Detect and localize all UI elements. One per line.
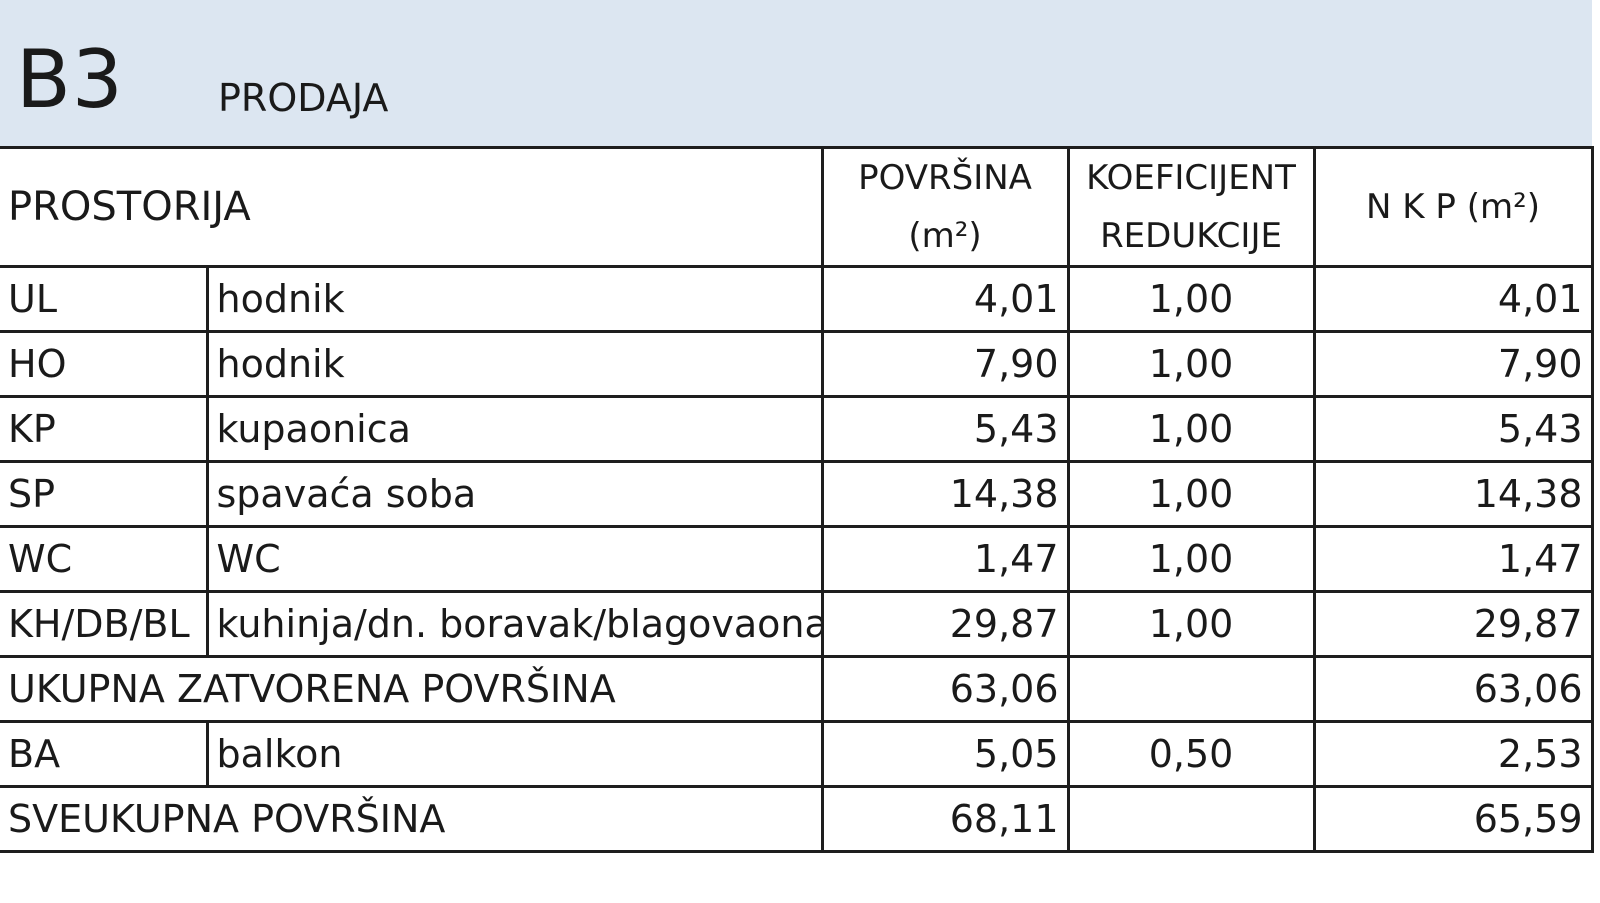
table-row: SP spavaća soba 14,38 1,00 14,38 (0, 460, 1594, 528)
room-nkp: 4,01 (1312, 265, 1594, 333)
room-nkp: 5,43 (1312, 395, 1594, 463)
table-row: UL hodnik 4,01 1,00 4,01 (0, 265, 1594, 333)
room-name: kuhinja/dn. boravak/blagovaona (205, 590, 824, 658)
room-coefficient: 1,00 (1066, 590, 1316, 658)
header-coefficient: KOEFICIJENT REDUKCIJE (1066, 146, 1316, 268)
room-name: spavaća soba (205, 460, 824, 528)
header-room: PROSTORIJA (0, 146, 824, 268)
room-area: 4,01 (820, 265, 1070, 333)
unit-code: B3 (16, 33, 124, 126)
room-coefficient: 1,00 (1066, 525, 1316, 593)
header-area-line2: (m²) (908, 216, 982, 256)
room-code: BA (0, 720, 209, 788)
total-label: SVEUKUPNA POVRŠINA (0, 785, 824, 853)
room-nkp: 2,53 (1312, 720, 1594, 788)
room-coefficient: 1,00 (1066, 395, 1316, 463)
room-name: hodnik (205, 330, 824, 398)
subtotal-nkp: 63,06 (1312, 655, 1594, 723)
room-coefficient: 1,00 (1066, 460, 1316, 528)
header-coef-line2: REDUKCIJE (1100, 216, 1282, 256)
room-area: 29,87 (820, 590, 1070, 658)
total-row: SVEUKUPNA POVRŠINA 68,11 65,59 (0, 785, 1594, 853)
table-row: BA balkon 5,05 0,50 2,53 (0, 720, 1594, 788)
header-area: POVRŠINA (m²) (820, 146, 1070, 268)
room-code: KP (0, 395, 209, 463)
total-area: 68,11 (820, 785, 1070, 853)
subtotal-area: 63,06 (820, 655, 1070, 723)
room-area: 5,05 (820, 720, 1070, 788)
room-code: SP (0, 460, 209, 528)
room-nkp: 1,47 (1312, 525, 1594, 593)
table-row: KP kupaonica 5,43 1,00 5,43 (0, 395, 1594, 463)
table-row: HO hodnik 7,90 1,00 7,90 (0, 330, 1594, 398)
total-nkp: 65,59 (1312, 785, 1594, 853)
subtotal-label: UKUPNA ZATVORENA POVRŠINA (0, 655, 824, 723)
room-code: UL (0, 265, 209, 333)
unit-status: PRODAJA (218, 76, 389, 120)
room-area: 7,90 (820, 330, 1070, 398)
room-code: KH/DB/BL (0, 590, 209, 658)
room-coefficient: 1,00 (1066, 265, 1316, 333)
room-coefficient: 1,00 (1066, 330, 1316, 398)
room-area: 14,38 (820, 460, 1070, 528)
total-coefficient-empty (1066, 785, 1316, 853)
subtotal-row: UKUPNA ZATVORENA POVRŠINA 63,06 63,06 (0, 655, 1594, 723)
header-nkp: N K P (m²) (1312, 146, 1594, 268)
table-row: WC WC 1,47 1,00 1,47 (0, 525, 1594, 593)
header-area-line1: POVRŠINA (858, 158, 1032, 198)
subtotal-coefficient-empty (1066, 655, 1316, 723)
area-table: PROSTORIJA POVRŠINA (m²) KOEFICIJENT RED… (0, 146, 1594, 853)
room-name: hodnik (205, 265, 824, 333)
table-row: KH/DB/BL kuhinja/dn. boravak/blagovaona … (0, 590, 1594, 658)
room-code: WC (0, 525, 209, 593)
header-coef-line1: KOEFICIJENT (1086, 158, 1296, 198)
room-name: balkon (205, 720, 824, 788)
room-nkp: 14,38 (1312, 460, 1594, 528)
unit-header: B3 PRODAJA (0, 0, 1592, 146)
room-area: 1,47 (820, 525, 1070, 593)
room-nkp: 7,90 (1312, 330, 1594, 398)
room-code: HO (0, 330, 209, 398)
room-name: WC (205, 525, 824, 593)
room-coefficient: 0,50 (1066, 720, 1316, 788)
table-header-row: PROSTORIJA POVRŠINA (m²) KOEFICIJENT RED… (0, 146, 1594, 268)
room-name: kupaonica (205, 395, 824, 463)
room-nkp: 29,87 (1312, 590, 1594, 658)
room-area: 5,43 (820, 395, 1070, 463)
